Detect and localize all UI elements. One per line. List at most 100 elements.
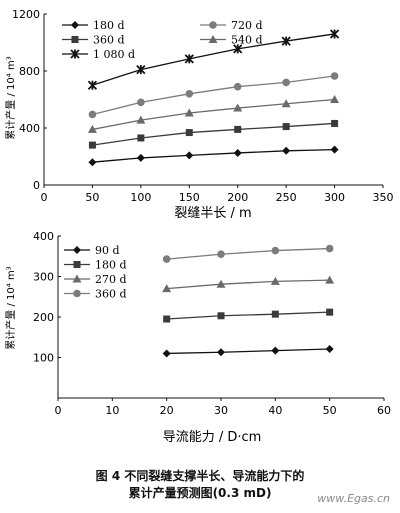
data-point	[271, 346, 280, 355]
series-line	[166, 279, 330, 290]
data-point	[185, 151, 194, 160]
data-point	[136, 115, 146, 124]
x-tick-label: 150	[179, 191, 200, 204]
data-point	[233, 82, 242, 91]
data-point	[329, 29, 340, 39]
legend-marker	[70, 49, 80, 59]
data-point	[233, 44, 243, 54]
data-point	[87, 80, 98, 90]
data-point	[136, 64, 146, 75]
data-point	[88, 141, 96, 149]
x-tick-label: 50	[323, 404, 337, 417]
data-point	[136, 153, 145, 162]
figure-caption-line2: 累计产量预测图(0.3 mD)	[128, 486, 272, 500]
x-tick-label: 350	[373, 191, 394, 204]
series-2	[163, 308, 334, 323]
series-3	[162, 275, 335, 293]
data-point	[330, 145, 339, 154]
series-4	[162, 244, 334, 263]
x-tick-label: 20	[160, 404, 174, 417]
y-axis-label: 累计产量 / 10⁴ m³	[4, 266, 17, 349]
data-point	[281, 99, 291, 108]
legend-item: 270 d	[64, 273, 127, 286]
legend-item: 180 d	[62, 19, 125, 32]
legend-marker	[209, 21, 217, 29]
chart-1: 0 50 100 150 200 250 300 350 0 400 800 1200 裂缝半长 / m…	[4, 8, 394, 221]
data-point	[282, 78, 290, 87]
data-point	[88, 158, 97, 167]
legend: 180 d 360 d1 080 d 720 d 540 d	[62, 19, 263, 61]
legend-marker	[208, 35, 218, 43]
legend-item: 360 d	[62, 34, 125, 47]
x-tick-label: 0	[55, 404, 62, 417]
legend-marker	[73, 246, 81, 254]
data-point	[88, 110, 97, 119]
watermark-text: www.Egas.cn	[317, 492, 390, 505]
y-tick-label: 400	[33, 230, 54, 243]
legend-label: 360 d	[95, 288, 127, 301]
data-point	[234, 125, 242, 133]
series-1	[88, 145, 339, 167]
x-tick-label: 40	[268, 404, 282, 417]
legend-item: 360 d	[64, 288, 127, 301]
figure-caption-line1: 图 4 不同裂缝支撑半长、导流能力下的	[95, 469, 305, 483]
data-point	[330, 72, 339, 80]
data-point	[217, 348, 225, 357]
legend-label: 720 d	[231, 19, 263, 32]
legend-item: 1 080 d	[62, 48, 135, 61]
series-2	[88, 119, 339, 149]
y-tick-label: 800	[19, 65, 40, 78]
data-point	[233, 148, 242, 157]
series-line	[92, 98, 335, 131]
data-point	[87, 124, 97, 133]
series-line	[92, 75, 335, 116]
x-tick-label: 60	[377, 404, 391, 417]
data-point	[282, 146, 291, 155]
legend-label: 1 080 d	[93, 48, 135, 61]
legend-marker	[71, 36, 79, 43]
data-point	[217, 250, 225, 259]
x-tick-label: 0	[41, 191, 48, 204]
series-4	[88, 72, 339, 119]
data-point	[217, 312, 225, 320]
series-5	[87, 29, 340, 90]
data-point	[162, 284, 172, 293]
legend-label: 270 d	[95, 273, 127, 286]
data-point	[163, 315, 171, 323]
legend-marker	[71, 21, 79, 29]
data-point	[270, 276, 280, 285]
data-point	[137, 134, 145, 142]
x-tick-label: 10	[105, 404, 119, 417]
data-point	[325, 244, 334, 253]
legend-item: 540 d	[200, 34, 263, 47]
legend-marker	[72, 274, 82, 283]
data-point	[331, 119, 339, 127]
x-tick-label: 250	[276, 191, 297, 204]
legend-marker	[73, 261, 81, 268]
series-3	[87, 95, 340, 133]
data-point	[185, 90, 194, 98]
series-line	[92, 122, 335, 146]
data-point	[325, 275, 335, 284]
legend-item: 90 d	[64, 244, 120, 257]
y-tick-label: 200	[33, 311, 54, 324]
data-point	[282, 123, 290, 131]
x-tick-label: 100	[130, 191, 151, 204]
series-1	[162, 344, 334, 358]
legend-label: 540 d	[231, 34, 263, 47]
series-line	[166, 348, 330, 355]
series-line	[92, 33, 335, 86]
data-point	[281, 36, 291, 46]
data-point	[330, 95, 340, 103]
legend-item: 180 d	[64, 259, 127, 272]
x-tick-label: 50	[85, 191, 99, 204]
x-tick-label: 200	[227, 191, 248, 204]
y-axis-label: 累计产量 / 10⁴ m³	[4, 56, 17, 139]
legend-item: 720 d	[200, 19, 263, 32]
x-axis-label: 裂缝半长 / m	[174, 206, 251, 221]
y-tick-label: 100	[33, 352, 54, 365]
data-point	[271, 246, 280, 255]
legend-marker	[73, 289, 81, 298]
legend-label: 180 d	[93, 19, 125, 32]
series-line	[166, 247, 330, 260]
